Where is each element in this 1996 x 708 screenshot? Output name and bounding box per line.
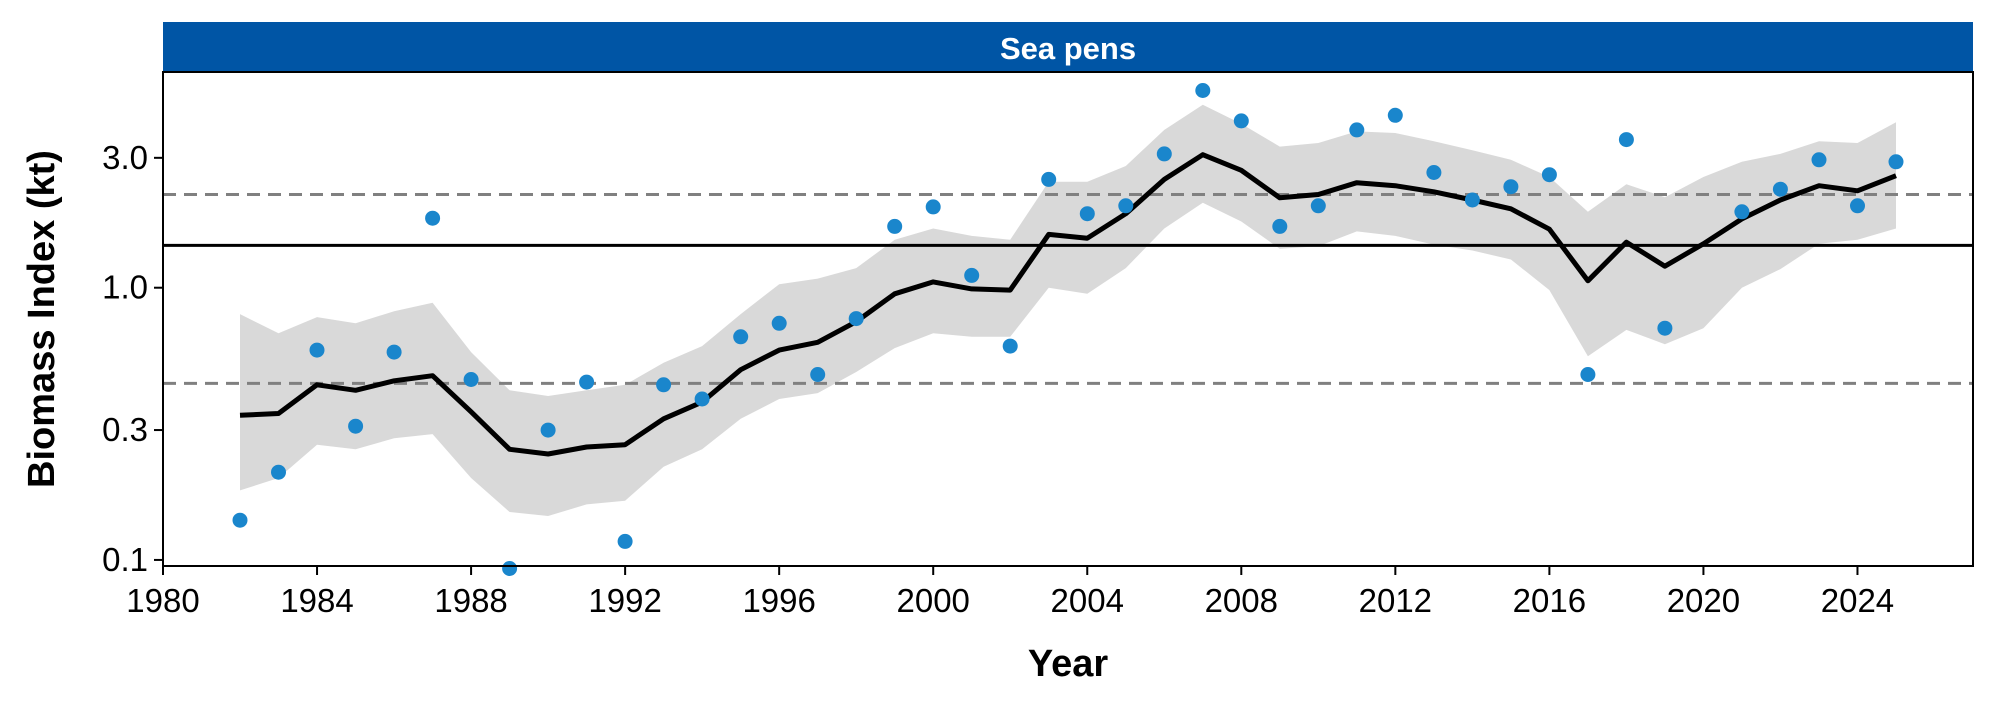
x-tick-label: 2008 [1205, 582, 1278, 619]
data-point [1888, 154, 1904, 170]
x-tick-label: 2012 [1359, 582, 1432, 619]
x-tick-label: 1996 [742, 582, 815, 619]
x-tick-label: 1984 [280, 582, 353, 619]
data-point [1541, 167, 1557, 183]
data-point [1811, 152, 1827, 168]
data-point [925, 199, 941, 215]
data-point [1464, 192, 1480, 208]
strip-background [163, 22, 1973, 72]
data-point [1657, 320, 1673, 336]
data-point [1734, 204, 1750, 220]
data-point [386, 344, 402, 360]
x-tick-label: 1992 [588, 582, 661, 619]
data-point [271, 464, 286, 480]
data-point [1850, 198, 1865, 214]
data-point [617, 533, 633, 549]
x-tick-label: 2024 [1821, 582, 1894, 619]
data-point [540, 422, 556, 438]
data-point [1618, 132, 1634, 148]
data-point [463, 372, 479, 387]
x-tick-label: 1980 [126, 582, 199, 619]
trend-line [239, 152, 1897, 457]
data-point [733, 329, 749, 345]
data-point [1002, 338, 1018, 354]
y-tick-label: 1.0 [102, 269, 148, 306]
x-tick-label: 2020 [1667, 582, 1740, 619]
data-point [1156, 146, 1172, 162]
y-axis-title: Biomass Index (kt) [21, 150, 63, 488]
data-point [502, 561, 518, 576]
data-point [1233, 113, 1249, 129]
x-tick-label: 2004 [1051, 582, 1124, 619]
data-point [1310, 198, 1326, 214]
x-tick-label: 1988 [434, 582, 507, 619]
data-point [1118, 198, 1134, 214]
data-point [1772, 181, 1788, 197]
data-point [1272, 218, 1288, 234]
data-point [810, 367, 826, 382]
data-point [348, 418, 364, 434]
data-point [309, 342, 325, 358]
data-point [1195, 83, 1211, 98]
data-point [1580, 367, 1596, 382]
data-point [887, 218, 903, 234]
data-point [1387, 107, 1403, 123]
strip-label: Sea pens [1000, 31, 1136, 66]
data-point [1426, 165, 1442, 180]
x-tick-label: 2016 [1513, 582, 1586, 619]
x-axis: 1980 1984 1988 1992 1996 2000 2004 2008 2012 2016… [126, 566, 1894, 619]
plot-area [163, 83, 1973, 576]
data-point [964, 267, 980, 283]
data-point [1349, 122, 1365, 138]
panel-border [162, 71, 1974, 567]
data-point [771, 315, 787, 331]
data-point [1079, 206, 1095, 222]
y-axis: 0.1 0.3 1.0 3.0 [102, 139, 163, 578]
data-point [425, 210, 441, 226]
x-tick-label: 2000 [897, 582, 970, 619]
y-tick-label: 3.0 [102, 139, 148, 176]
y-tick-label: 0.1 [102, 541, 148, 578]
x-axis-title: Year [1028, 643, 1109, 685]
y-tick-label: 0.3 [102, 411, 148, 448]
confidence-ribbon [240, 104, 1896, 516]
data-point [848, 311, 864, 327]
data-point [232, 512, 248, 528]
data-point [1041, 171, 1057, 187]
data-point [1503, 179, 1519, 195]
data-point [694, 391, 710, 407]
data-point [656, 377, 672, 393]
data-point [579, 374, 595, 390]
